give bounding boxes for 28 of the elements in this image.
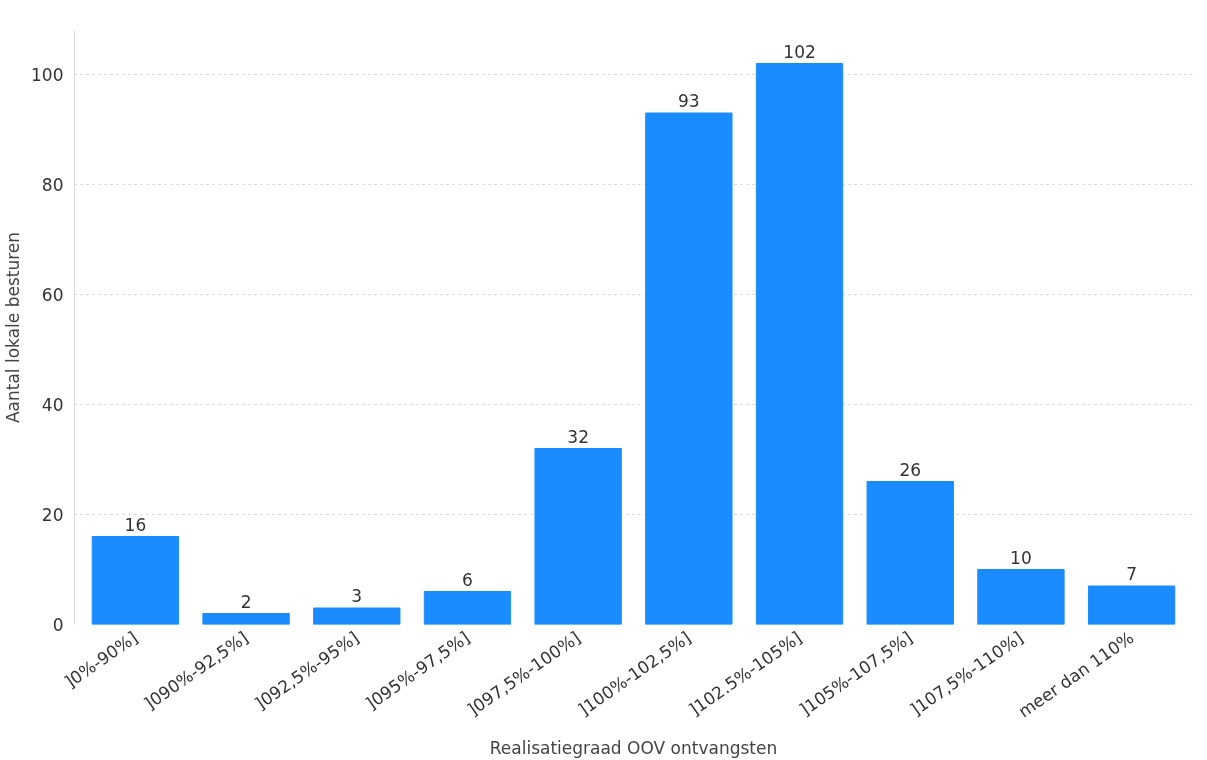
y-axis-title: Aantal lokale besturen <box>3 231 24 424</box>
y-tick-label: 80 <box>41 175 64 195</box>
bar <box>755 63 844 625</box>
data-label: 16 <box>124 514 147 535</box>
y-tick-label: 0 <box>52 615 64 635</box>
data-label: 102 <box>783 41 816 62</box>
y-tick-label: 60 <box>41 285 64 305</box>
data-label: 26 <box>899 459 922 480</box>
y-tick-label: 20 <box>41 505 64 525</box>
bar <box>977 569 1065 625</box>
y-tick-label: 40 <box>41 395 64 415</box>
data-label: 32 <box>567 426 589 447</box>
y-tick-label: 100 <box>31 65 64 85</box>
data-label: 3 <box>351 586 363 606</box>
bar <box>313 607 401 625</box>
bar <box>534 448 622 625</box>
bar <box>423 591 512 625</box>
bar <box>202 613 290 625</box>
data-label: 10 <box>1010 547 1032 568</box>
data-label: 2 <box>240 591 252 612</box>
bar <box>866 481 954 625</box>
bar <box>91 536 180 625</box>
bar <box>645 112 733 625</box>
x-axis-title: Realisatiegraad OOV ontvangsten <box>489 737 778 758</box>
data-label: 7 <box>1126 564 1138 584</box>
data-label: 93 <box>678 91 700 111</box>
bar <box>1087 585 1176 625</box>
data-label: 6 <box>462 569 473 590</box>
